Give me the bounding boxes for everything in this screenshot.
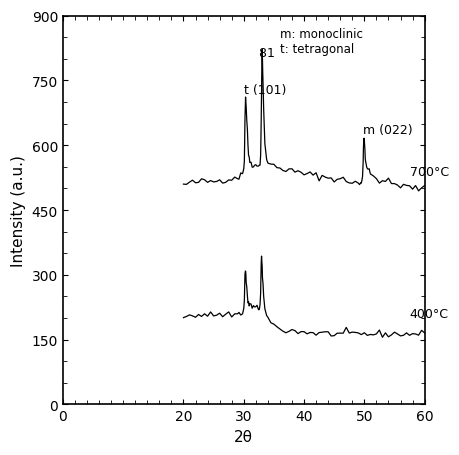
X-axis label: 2θ: 2θ: [234, 429, 253, 444]
Text: 400°C: 400°C: [409, 308, 448, 320]
Text: t (101): t (101): [243, 83, 285, 96]
Text: m: monoclinic
t: tetragonal: m: monoclinic t: tetragonal: [280, 28, 362, 56]
Text: 81 (200): 81 (200): [258, 47, 312, 60]
Text: m (022): m (022): [362, 123, 412, 136]
Y-axis label: Intensity (a.u.): Intensity (a.u.): [11, 155, 26, 266]
Text: 700°C: 700°C: [409, 165, 448, 178]
